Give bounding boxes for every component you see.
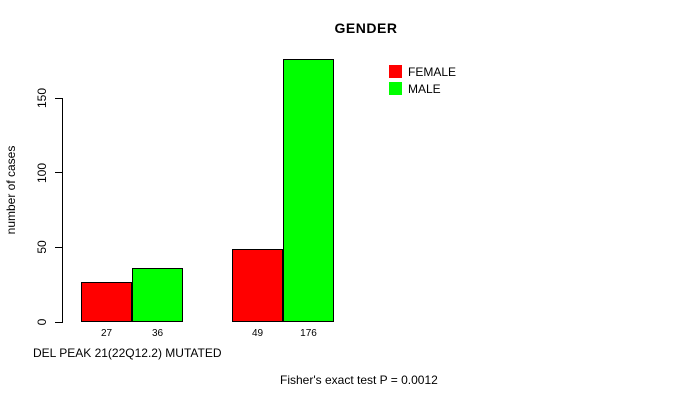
legend-swatch-male (389, 82, 402, 95)
chart-title: GENDER (334, 20, 398, 36)
y-tick-mark (55, 246, 62, 248)
y-tick-mark (55, 172, 62, 174)
annotation-text: Fisher's exact test P = 0.0012 (280, 373, 438, 387)
y-tick-label: 0 (35, 318, 49, 326)
bar-female-group-2 (232, 249, 283, 322)
y-axis-line (62, 98, 63, 323)
y-tick-label: 150 (35, 87, 49, 109)
bar-value-label: 176 (300, 328, 317, 339)
x-axis-label: DEL PEAK 21(22Q12.2) MUTATED (33, 346, 222, 360)
bar-value-label: 27 (100, 328, 113, 339)
y-tick-label: 100 (35, 162, 49, 183)
legend-entry-male: MALE (389, 80, 456, 97)
bar-male-group-2 (283, 59, 334, 322)
bar-value-label: 36 (151, 328, 164, 339)
y-tick-mark (55, 321, 62, 323)
legend-entry-female: FEMALE (389, 63, 456, 80)
bar-value-label: 49 (251, 328, 264, 339)
y-tick-mark (55, 97, 62, 99)
legend-label: MALE (408, 81, 441, 96)
y-tick-label: 50 (35, 240, 49, 255)
y-axis-label: number of cases (4, 145, 18, 235)
legend-swatch-female (389, 65, 402, 78)
bar-female-group-1 (81, 282, 132, 322)
bar-male-group-1 (132, 268, 183, 322)
legend-label: FEMALE (408, 64, 457, 79)
legend: FEMALE MALE (389, 63, 456, 97)
